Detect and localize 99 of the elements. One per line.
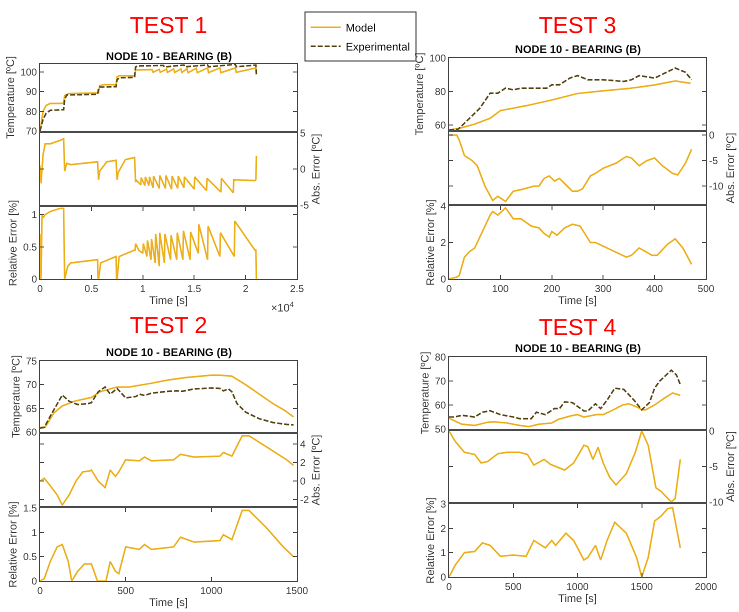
x-tick-label: 1.5	[187, 284, 202, 295]
y-tick-label: 65	[26, 404, 38, 415]
line-series	[449, 80, 692, 130]
line-series	[40, 374, 294, 428]
line-series	[40, 510, 294, 581]
x-tick-label: 1500	[630, 582, 654, 593]
y-tick-label: 2	[300, 458, 306, 470]
chart-title: TEST 1	[130, 12, 208, 38]
y-tick-label: 0	[709, 130, 715, 142]
y-tick-label: 70	[26, 126, 38, 138]
y-axis-title: Temperature [ºC]	[10, 355, 23, 438]
y-tick-label: 0	[300, 164, 306, 176]
x-tick-label: 1000	[566, 582, 590, 593]
y-tick-label: 2	[440, 524, 446, 535]
y-tick-label: -5	[709, 462, 718, 473]
y-axis-title: Relative Error [%]	[425, 497, 438, 584]
line-series	[449, 207, 692, 279]
x-tick-label: 1000	[200, 586, 223, 597]
y-tick-label: 2	[440, 238, 446, 249]
y-tick-label: -5	[300, 200, 310, 212]
y-tick-label: 100	[429, 54, 446, 64]
y-tick-label: 1	[31, 528, 38, 539]
y-axis-title: Relative Error [%]	[8, 501, 20, 588]
line-series	[40, 207, 258, 279]
y-axis-title: Abs. Error [ºC]	[310, 434, 323, 506]
x-tick-label: 500	[504, 582, 522, 593]
y-tick-label: 75	[26, 356, 38, 368]
chart-subtitle: NODE 10 - BEARING (B)	[515, 343, 642, 355]
y-tick-label: -10	[709, 498, 724, 508]
x-axis-title: Time [s]	[558, 593, 597, 606]
legend-label: Model	[346, 22, 376, 35]
x-tick-label: 1500	[286, 586, 309, 597]
y-tick-label: 0	[440, 274, 446, 286]
x-tick-label: 500	[698, 284, 715, 295]
line-series	[449, 506, 682, 577]
x-axis-title: Time [s]	[149, 597, 188, 610]
y-axis-title: Relative Error [%]	[425, 199, 438, 286]
y-tick-label: 0.5	[23, 552, 38, 564]
y-tick-label: 80	[434, 352, 446, 364]
line-series	[449, 134, 692, 202]
x-tick-label: 2000	[694, 582, 718, 593]
y-tick-label: 4	[440, 202, 446, 212]
y-tick-label: 50	[434, 424, 446, 436]
y-axis-title: Temperature [ºC]	[420, 352, 432, 434]
y-tick-label: -10	[709, 182, 724, 193]
x-axis-title: Time [s]	[558, 295, 597, 308]
y-tick-label: 100	[20, 67, 38, 78]
line-series	[449, 369, 682, 420]
y-tick-label: 60	[434, 120, 446, 132]
x-tick-label: 100	[492, 284, 510, 295]
y-tick-label: 1	[440, 548, 446, 560]
chart-subtitle: NODE 10 - BEARING (B)	[106, 347, 232, 359]
x-tick-label: 1	[140, 284, 146, 295]
y-tick-label: 5	[300, 128, 306, 140]
y-tick-label: -2	[300, 495, 310, 506]
x-tick-label: 400	[646, 284, 664, 295]
y-tick-label: 60	[26, 428, 38, 438]
chart-subtitle: NODE 10 - BEARING (B)	[106, 51, 232, 63]
x-tick-label: 0.5	[84, 284, 99, 295]
y-axis-title: Temperature [ºC]	[4, 56, 17, 139]
y-tick-label: 3	[440, 500, 446, 510]
y-tick-label: -5	[709, 156, 718, 168]
y-tick-label: 0.5	[23, 242, 38, 254]
y-tick-label: 80	[26, 106, 38, 118]
y-tick-label: 70	[26, 380, 38, 392]
y-tick-label: 0	[300, 476, 306, 488]
line-series	[449, 431, 682, 502]
line-series	[449, 392, 682, 428]
y-tick-label: 0	[31, 274, 38, 286]
line-series	[40, 138, 258, 194]
y-tick-label: 60	[434, 400, 446, 412]
y-tick-label: 80	[434, 86, 446, 98]
chart-title: TEST 4	[538, 314, 616, 340]
chart-title: TEST 3	[538, 12, 616, 38]
line-series	[40, 386, 294, 430]
line-series	[449, 67, 692, 130]
x-tick-label: 300	[594, 284, 612, 295]
y-axis-title: Abs. Error [ºC]	[725, 431, 738, 502]
chart-title: TEST 2	[130, 312, 208, 338]
y-axis-title: Abs. Error [ºC]	[310, 134, 323, 204]
line-series	[40, 435, 294, 506]
legend-label: Experimental	[346, 42, 410, 54]
y-tick-label: 0	[440, 572, 446, 584]
x-tick-label: 500	[117, 586, 134, 597]
text: ×10$^{4}$	[271, 300, 295, 315]
x-tick-label: 2.5	[290, 284, 304, 295]
y-axis-title: Relative Error [%]	[8, 200, 20, 286]
y-tick-label: 70	[434, 376, 446, 388]
y-axis-title: Abs. Error [ºC]	[725, 132, 738, 204]
y-tick-label: 1	[31, 210, 38, 222]
y-tick-label: 90	[26, 87, 38, 98]
y-tick-label: 1.5	[23, 504, 38, 514]
x-axis-title: Time [s]	[149, 295, 188, 308]
chart-subtitle: NODE 10 - BEARING (B)	[515, 44, 642, 56]
y-tick-label: 0	[709, 426, 715, 438]
y-tick-label: 4	[300, 440, 306, 451]
y-axis-title: Temperature [ºC]	[414, 52, 426, 136]
x-tick-label: 2	[242, 284, 249, 295]
x-tick-label: 200	[543, 284, 561, 295]
